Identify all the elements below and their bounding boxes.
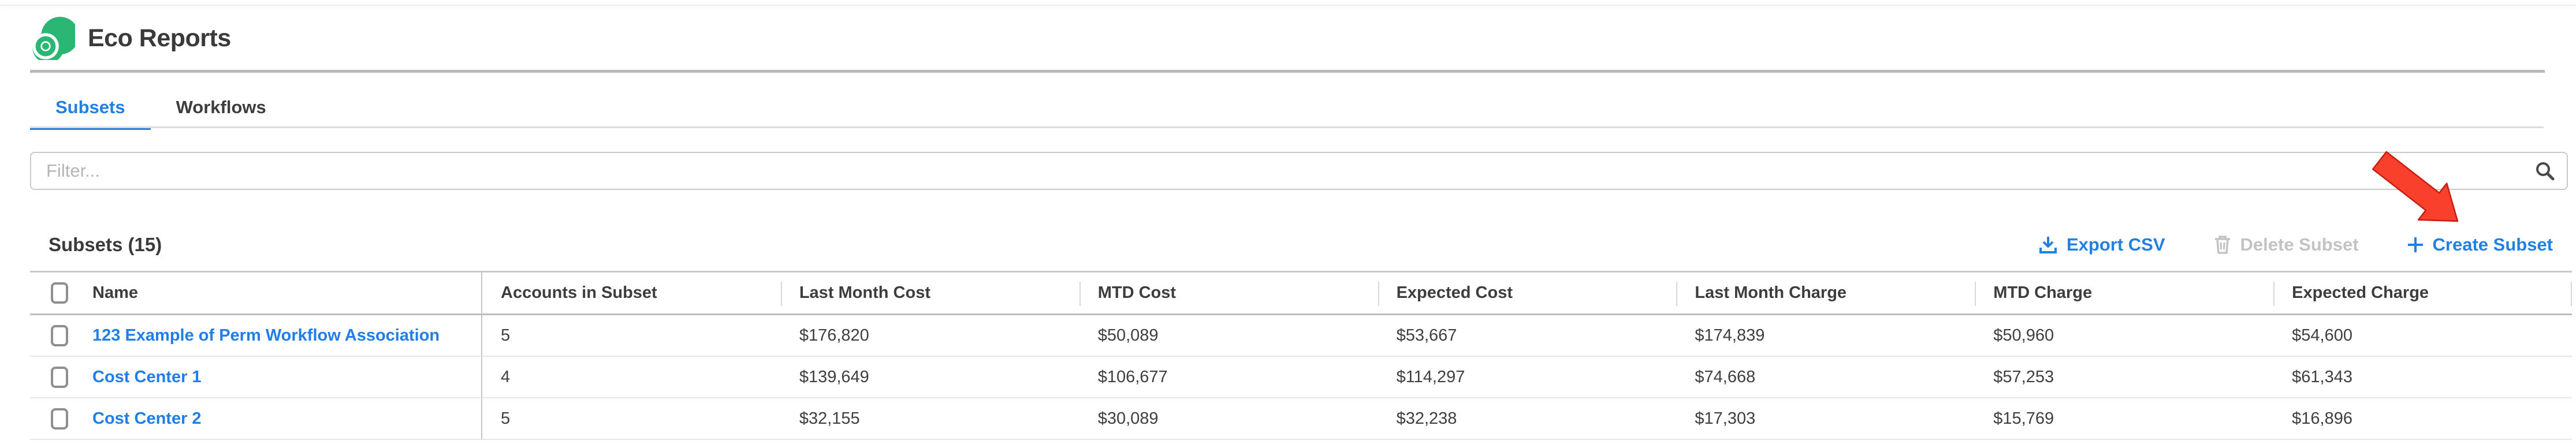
column-header-expected-charge[interactable]: Expected Charge: [2273, 272, 2572, 315]
cell-last-month-cost: $176,820: [780, 315, 1079, 357]
cell-mtd-cost: $30,089: [1079, 398, 1378, 440]
create-subset-label: Create Subset: [2432, 234, 2553, 255]
table-row-name-cell: Cost Center 1: [79, 357, 482, 398]
cell-last-month-cost: $139,649: [780, 357, 1079, 398]
cell-expected-charge: $16,896: [2273, 398, 2572, 440]
tab-workflows[interactable]: Workflows: [151, 87, 292, 128]
column-header-expected-cost-label: Expected Cost: [1396, 283, 1513, 302]
column-header-last-month-charge-label: Last Month Charge: [1695, 283, 1847, 302]
export-csv-button[interactable]: Export CSV: [2038, 234, 2165, 255]
header-checkbox-cell: [30, 272, 79, 315]
subset-name-link[interactable]: Cost Center 2: [92, 409, 202, 428]
subset-name-link[interactable]: 123 Example of Perm Workflow Association: [92, 326, 440, 345]
export-csv-label: Export CSV: [2066, 234, 2165, 255]
cell-expected-cost: $32,238: [1378, 398, 1677, 440]
cell-mtd-cost: $50,089: [1079, 315, 1378, 357]
cell-expected-cost: $114,297: [1378, 357, 1677, 398]
row-checkbox[interactable]: [51, 324, 68, 346]
subsets-table: Name Accounts in Subset Last Month Cost …: [30, 271, 2572, 440]
cell-accounts: 4: [482, 357, 781, 398]
cell-expected-charge: $54,600: [2273, 315, 2572, 357]
cell-last-month-cost: $32,155: [780, 398, 1079, 440]
row-checkbox[interactable]: [51, 366, 68, 388]
column-header-name[interactable]: Name: [79, 272, 482, 315]
section-title: Subsets (15): [49, 234, 162, 255]
cell-accounts: 5: [482, 398, 781, 440]
eco-logo-icon: [32, 17, 75, 60]
column-header-last-month-cost-label: Last Month Cost: [799, 283, 930, 302]
table-row-name-cell: 123 Example of Perm Workflow Association: [79, 315, 482, 357]
table-actions: Export CSV Delete Subset Create Subset: [2038, 230, 2553, 260]
tab-bar: Subsets Workflows: [30, 87, 292, 130]
app-header: Eco Reports: [31, 15, 231, 61]
column-header-mtd-charge-label: MTD Charge: [1993, 283, 2093, 302]
download-icon: [2039, 237, 2057, 253]
subset-name-link[interactable]: Cost Center 1: [92, 367, 202, 386]
column-header-expected-cost[interactable]: Expected Cost: [1378, 272, 1677, 315]
column-header-last-month-charge[interactable]: Last Month Charge: [1676, 272, 1975, 315]
cell-mtd-charge: $57,253: [1975, 357, 2274, 398]
cell-last-month-charge: $74,668: [1676, 357, 1975, 398]
row-checkbox[interactable]: [51, 408, 68, 430]
table-row-name-cell: Cost Center 2: [79, 398, 482, 440]
search-icon[interactable]: [2527, 154, 2562, 188]
cell-expected-charge: $61,343: [2273, 357, 2572, 398]
delete-subset-label: Delete Subset: [2240, 234, 2359, 255]
section-header-row: Subsets (15) Export CSV Delete Subset: [0, 230, 2576, 260]
tab-workflows-label: Workflows: [176, 97, 266, 117]
tab-bar-divider: [30, 126, 2544, 128]
cell-last-month-charge: $17,303: [1676, 398, 1975, 440]
cell-last-month-charge: $174,839: [1676, 315, 1975, 357]
header-divider: [30, 70, 2545, 73]
column-header-accounts[interactable]: Accounts in Subset: [482, 272, 781, 315]
column-header-mtd-charge[interactable]: MTD Charge: [1975, 272, 2274, 315]
select-all-checkbox[interactable]: [51, 282, 68, 304]
filter-container: [30, 152, 2568, 190]
create-subset-button[interactable]: Create Subset: [2406, 234, 2553, 255]
top-bar-divider: [0, 5, 2576, 6]
filter-input[interactable]: [31, 153, 2527, 189]
trash-icon: [2214, 236, 2230, 254]
column-header-mtd-cost[interactable]: MTD Cost: [1079, 272, 1378, 315]
column-header-accounts-label: Accounts in Subset: [501, 283, 657, 302]
tab-subsets-label: Subsets: [55, 97, 125, 117]
cell-accounts: 5: [482, 315, 781, 357]
delete-subset-button[interactable]: Delete Subset: [2213, 234, 2359, 255]
cell-mtd-charge: $50,960: [1975, 315, 2274, 357]
column-header-last-month-cost[interactable]: Last Month Cost: [780, 272, 1079, 315]
column-header-expected-charge-label: Expected Charge: [2292, 283, 2429, 302]
cell-expected-cost: $53,667: [1378, 315, 1677, 357]
row-checkbox-cell: [30, 315, 79, 357]
column-header-name-label: Name: [92, 283, 138, 302]
row-checkbox-cell: [30, 357, 79, 398]
page-title: Eco Reports: [88, 24, 231, 52]
tab-subsets[interactable]: Subsets: [30, 87, 151, 130]
cell-mtd-cost: $106,677: [1079, 357, 1378, 398]
column-header-mtd-cost-label: MTD Cost: [1097, 283, 1177, 302]
plus-icon: [2407, 237, 2423, 252]
cell-mtd-charge: $15,769: [1975, 398, 2274, 440]
row-checkbox-cell: [30, 398, 79, 440]
